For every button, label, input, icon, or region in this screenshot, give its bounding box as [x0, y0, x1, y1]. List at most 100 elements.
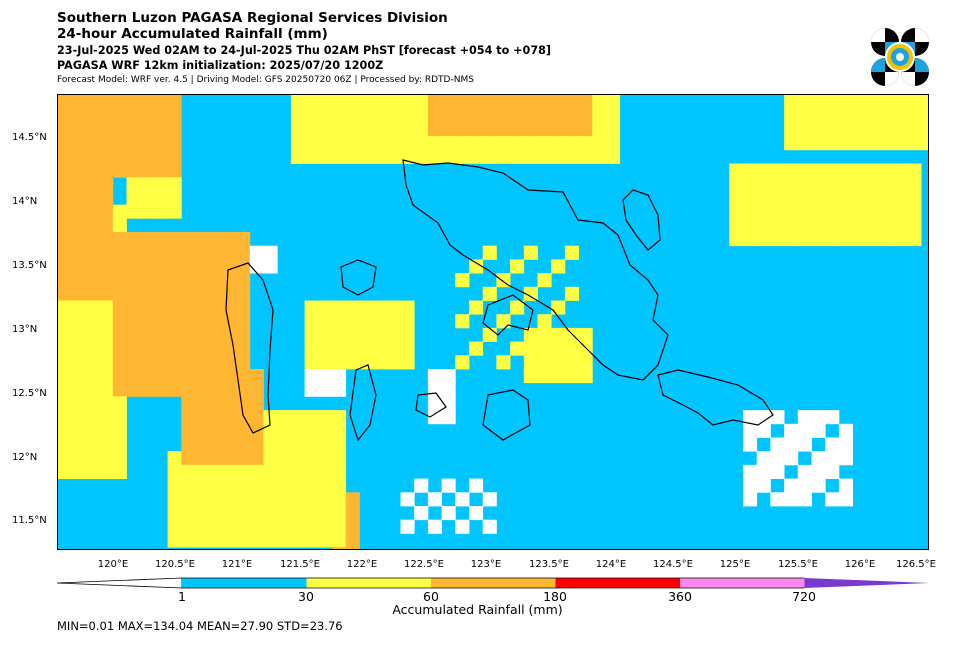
rainfall-cell: [318, 355, 333, 370]
rainfall-cell: [729, 204, 744, 219]
rainfall-cell: [140, 245, 155, 260]
rainfall-cell: [58, 190, 73, 205]
rainfall-cell: [414, 108, 429, 123]
rainfall-cell: [112, 341, 127, 356]
rainfall-cell: [852, 136, 867, 151]
rainfall-cell: [332, 314, 347, 329]
rainfall-cell: [112, 163, 127, 178]
rainfall-cell: [112, 437, 127, 452]
rainfall-cell: [236, 314, 251, 329]
rainfall-cell: [208, 396, 223, 411]
rainfall-cell: [770, 437, 785, 452]
rainfall-cell: [386, 300, 401, 315]
rainfall-cell: [345, 300, 360, 315]
rainfall-cell: [195, 369, 210, 384]
rainfall-cell: [181, 396, 196, 411]
rainfall-cell: [167, 95, 182, 110]
rainfall-cell: [482, 122, 497, 137]
rainfall-cell: [880, 108, 895, 123]
rainfall-statistics: MIN=0.01 MAX=134.04 MEAN=27.90 STD=23.76: [57, 619, 343, 633]
rainfall-cell: [167, 506, 182, 521]
lon-tick-label: 120.5°E: [155, 559, 195, 570]
rainfall-cell: [71, 451, 86, 466]
rainfall-cell: [318, 410, 333, 425]
rainfall-cell: [208, 410, 223, 425]
initialization-info: PAGASA WRF 12km initialization: 2025/07/…: [57, 59, 384, 72]
rainfall-cell: [71, 136, 86, 151]
rainfall-cell: [414, 149, 429, 164]
colorbar-label: 180: [543, 589, 567, 604]
rainfall-cell: [304, 108, 319, 123]
rainfall-cell: [893, 232, 908, 247]
rainfall-cell: [167, 204, 182, 219]
rainfall-cell: [140, 369, 155, 384]
rainfall-cell: [592, 122, 607, 137]
rainfall-cell: [551, 259, 566, 274]
rainfall-cell: [523, 108, 538, 123]
rainfall-cell: [112, 136, 127, 151]
rainfall-cell: [58, 136, 73, 151]
rainfall-cell: [838, 232, 853, 247]
rainfall-cell: [99, 369, 114, 384]
rainfall-cell: [551, 122, 566, 137]
rainfall-cell: [167, 519, 182, 534]
rainfall-cell: [427, 396, 442, 411]
rainfall-cell: [181, 259, 196, 274]
rainfall-cell: [784, 478, 799, 493]
rainfall-cell: [290, 506, 305, 521]
rainfall-cell: [797, 492, 812, 507]
rainfall-cell: [345, 136, 360, 151]
rainfall-cell: [784, 451, 799, 466]
rainfall-cell: [907, 232, 922, 247]
rainfall-cell: [195, 533, 210, 548]
rainfall-cell: [181, 327, 196, 342]
rainfall-cell: [770, 218, 785, 233]
rainfall-cell: [222, 519, 237, 534]
rainfall-cell: [332, 382, 347, 397]
rainfall-cell: [195, 437, 210, 452]
rainfall-cell: [112, 95, 127, 110]
rainfall-cell: [153, 286, 168, 301]
rainfall-cell: [866, 136, 881, 151]
rainfall-cell: [167, 341, 182, 356]
rainfall-cell: [482, 245, 497, 260]
rainfall-cell: [770, 464, 785, 479]
rainfall-cell: [290, 95, 305, 110]
rainfall-cell: [784, 423, 799, 438]
rainfall-cell: [112, 204, 127, 219]
rainfall-cell: [112, 286, 127, 301]
rainfall-cell: [469, 149, 484, 164]
rainfall-cell: [537, 136, 552, 151]
rainfall-cell: [99, 396, 114, 411]
rainfall-cell: [469, 259, 484, 274]
rainfall-cell: [373, 355, 388, 370]
rainfall-cell: [99, 273, 114, 288]
rainfall-cell: [263, 259, 278, 274]
rainfall-cell: [236, 232, 251, 247]
rainfall-cell: [140, 382, 155, 397]
rainfall-cell: [756, 232, 771, 247]
rainfall-cell: [99, 149, 114, 164]
rainfall-cell: [386, 122, 401, 137]
rainfall-cell: [359, 341, 374, 356]
rainfall-cell: [373, 341, 388, 356]
rainfall-cell: [838, 190, 853, 205]
rainfall-cell: [99, 245, 114, 260]
rainfall-cell: [537, 273, 552, 288]
rainfall-cell: [400, 108, 415, 123]
rainfall-cell: [332, 108, 347, 123]
rainfall-cell: [277, 464, 292, 479]
rainfall-cell: [551, 95, 566, 110]
rainfall-cell: [85, 314, 100, 329]
rainfall-cell: [318, 506, 333, 521]
rainfall-cell: [195, 382, 210, 397]
rainfall-cell: [784, 177, 799, 192]
rainfall-cell: [523, 286, 538, 301]
rainfall-cell: [510, 300, 525, 315]
rainfall-cell: [208, 519, 223, 534]
rainfall-cell: [140, 273, 155, 288]
rainfall-cell: [99, 286, 114, 301]
rainfall-cell: [208, 259, 223, 274]
rainfall-cell: [304, 492, 319, 507]
rainfall-cell: [400, 314, 415, 329]
